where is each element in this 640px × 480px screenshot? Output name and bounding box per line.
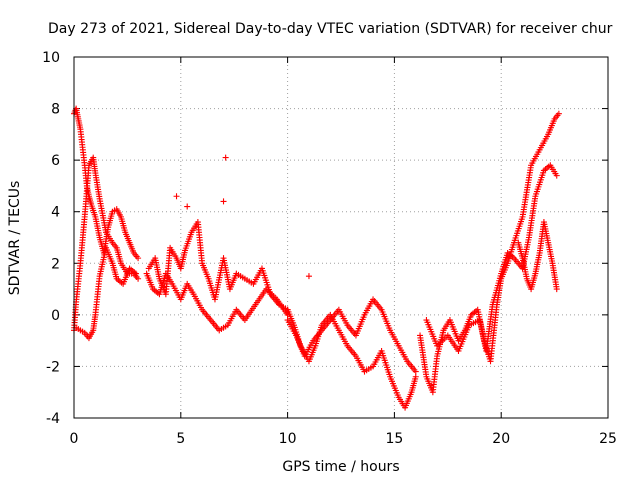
data-point — [553, 172, 560, 179]
data-point — [173, 193, 180, 200]
x-axis-label: GPS time / hours — [282, 459, 399, 475]
y-tick-label: -2 — [46, 359, 60, 375]
y-tick-label: -4 — [46, 411, 60, 427]
series-track-j — [515, 219, 560, 293]
data-point — [135, 275, 142, 282]
x-tick-label: 0 — [70, 431, 79, 447]
data-point — [305, 273, 312, 280]
x-tick-label: 20 — [492, 431, 510, 447]
series-outliers — [173, 154, 312, 280]
chart-title: Day 273 of 2021, Sidereal Day-to-day VTE… — [48, 21, 613, 37]
data-point — [184, 203, 191, 210]
x-tick-label: 15 — [385, 431, 403, 447]
y-axis-label: SDTVAR / TECUs — [7, 181, 23, 296]
series-track-h — [417, 110, 562, 396]
data-point — [132, 270, 139, 277]
data-point — [412, 373, 419, 380]
series-track-b — [71, 154, 142, 334]
series-track-c — [73, 244, 139, 342]
series-track-f — [284, 306, 419, 411]
plot-frame — [73, 56, 609, 419]
data-point — [135, 255, 142, 262]
data-point — [555, 110, 562, 117]
series-track-d — [145, 219, 291, 313]
data-points — [71, 105, 562, 411]
data-point — [222, 154, 229, 161]
y-tick-label: 4 — [51, 205, 60, 221]
y-tick-label: 2 — [51, 256, 60, 272]
data-point — [412, 368, 419, 375]
grid-lines — [74, 57, 608, 418]
axis-ticks: 0 5 10 15 20 25 -4 -2 0 2 4 6 8 10 — [42, 50, 617, 447]
series-track-e — [143, 270, 291, 334]
x-tick-label: 25 — [599, 431, 617, 447]
y-tick-label: 10 — [42, 50, 60, 66]
y-tick-label: 0 — [51, 308, 60, 324]
data-point — [220, 198, 227, 205]
y-tick-label: 6 — [51, 153, 60, 169]
x-tick-label: 10 — [279, 431, 297, 447]
y-tick-label: 8 — [51, 102, 60, 118]
x-tick-label: 5 — [176, 431, 185, 447]
series-track-g — [284, 296, 419, 375]
data-point — [553, 286, 560, 293]
